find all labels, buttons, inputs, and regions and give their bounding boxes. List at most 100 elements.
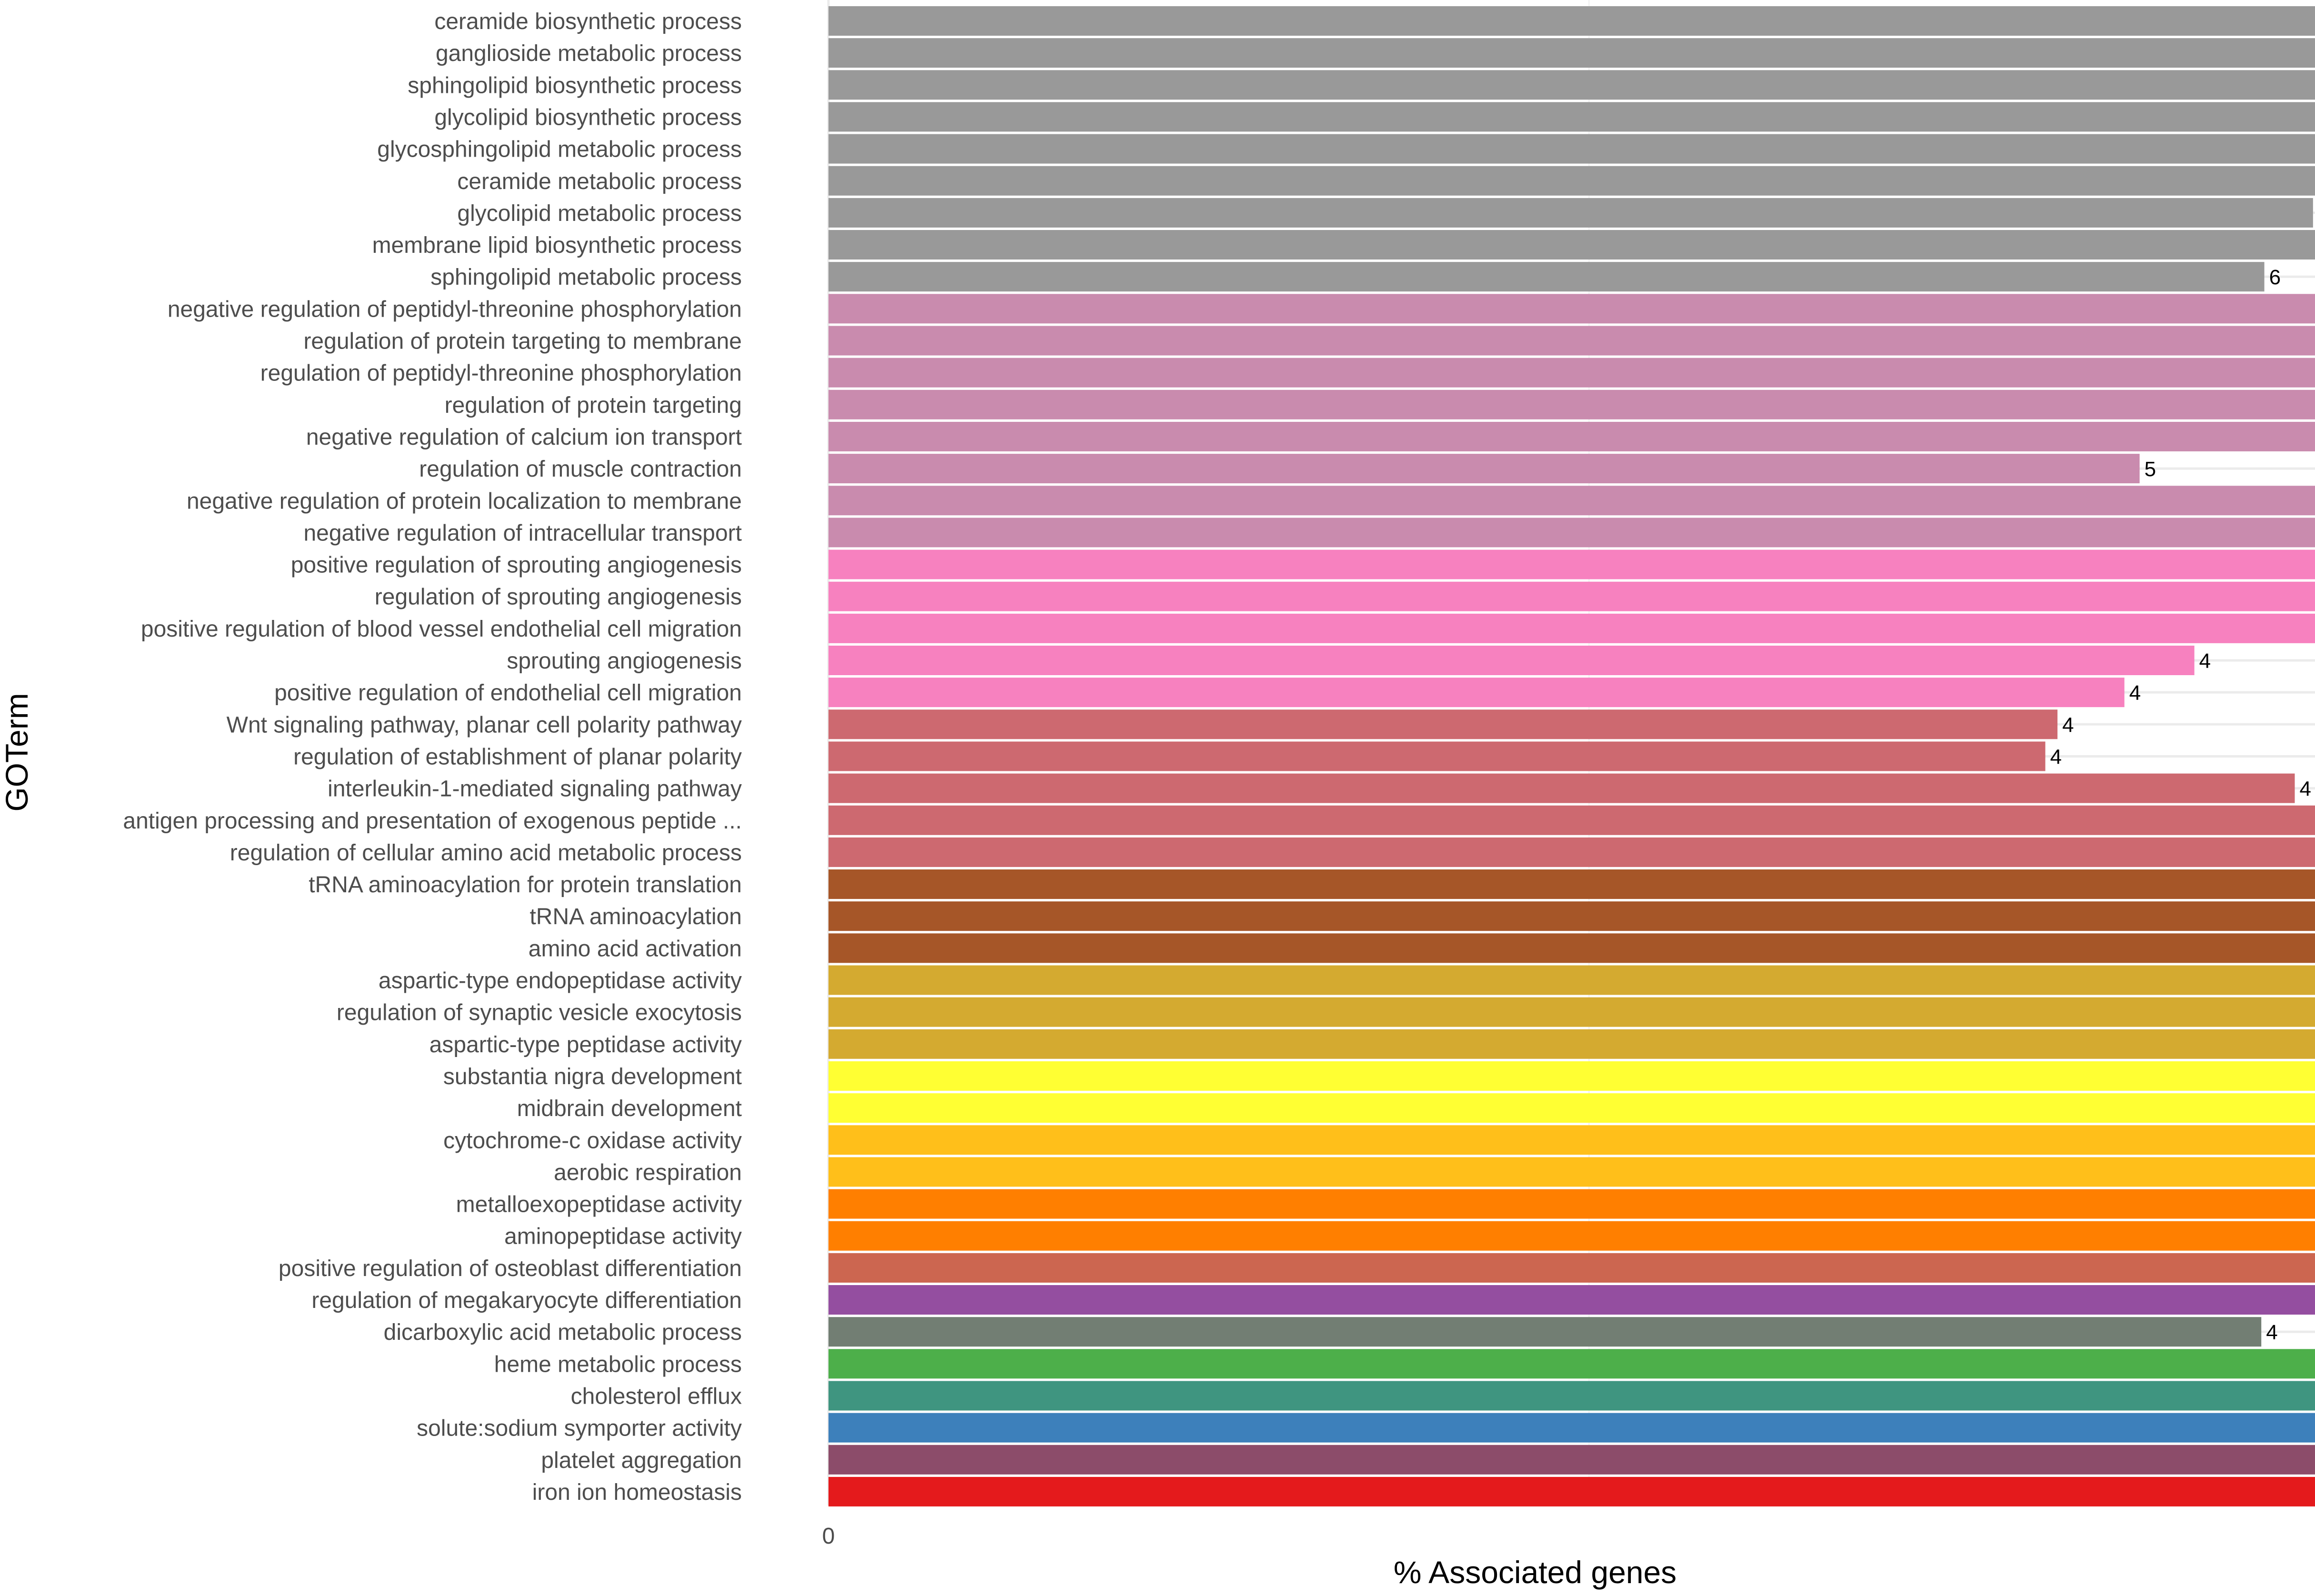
bar-count-label: 6 bbox=[2269, 266, 2281, 289]
category-label: aspartic-type endopeptidase activity bbox=[379, 968, 742, 994]
category-label: negative regulation of calcium ion trans… bbox=[306, 425, 742, 450]
category-label: positive regulation of sprouting angioge… bbox=[291, 553, 742, 578]
category-label: interleukin-1-mediated signaling pathway bbox=[328, 777, 742, 802]
category-label: regulation of cellular amino acid metabo… bbox=[230, 840, 742, 866]
y-axis-title: GOTerm bbox=[0, 693, 34, 811]
bar bbox=[828, 262, 2265, 292]
category-label: ceramide biosynthetic process bbox=[434, 9, 742, 34]
bar bbox=[828, 1157, 2315, 1187]
bars-group bbox=[828, 6, 2315, 1506]
bar bbox=[828, 102, 2315, 132]
bar bbox=[828, 869, 2315, 899]
category-label: regulation of peptidyl-threonine phospho… bbox=[260, 361, 742, 386]
x-tick-labels: 05101520 bbox=[822, 1524, 835, 1549]
category-label: regulation of synaptic vesicle exocytosi… bbox=[337, 1000, 742, 1026]
bar bbox=[828, 1029, 2315, 1059]
bar bbox=[828, 997, 2315, 1027]
bar bbox=[828, 389, 2315, 419]
bar bbox=[828, 38, 2315, 68]
category-label: negative regulation of protein localizat… bbox=[187, 489, 742, 514]
bar bbox=[828, 1253, 2315, 1283]
bar bbox=[828, 1476, 2315, 1506]
bar bbox=[828, 166, 2315, 196]
category-label: membrane lipid biosynthetic process bbox=[372, 233, 742, 258]
bar bbox=[828, 198, 2313, 228]
bar bbox=[828, 549, 2315, 579]
category-label: platelet aggregation bbox=[541, 1448, 742, 1473]
category-label: amino acid activation bbox=[529, 936, 742, 961]
category-label: regulation of protein targeting to membr… bbox=[303, 329, 742, 354]
bar bbox=[828, 1445, 2315, 1475]
category-label: glycolipid biosynthetic process bbox=[434, 105, 742, 130]
category-label: metalloexopeptidase activity bbox=[456, 1192, 742, 1217]
bar bbox=[828, 421, 2315, 451]
bar bbox=[828, 901, 2315, 931]
bar bbox=[828, 1221, 2315, 1251]
bar-count-label: 4 bbox=[2062, 713, 2074, 737]
category-label: regulation of establishment of planar po… bbox=[293, 744, 742, 769]
category-label: sphingolipid metabolic process bbox=[430, 265, 742, 290]
bar bbox=[828, 454, 2140, 484]
bar bbox=[828, 518, 2315, 548]
bar bbox=[828, 1349, 2315, 1379]
bar bbox=[828, 933, 2315, 963]
bar-count-label: 4 bbox=[2199, 649, 2211, 673]
bar bbox=[828, 837, 2315, 867]
bar bbox=[828, 1317, 2262, 1347]
category-label: solute:sodium symporter activity bbox=[417, 1416, 742, 1441]
category-label: cholesterol efflux bbox=[571, 1384, 742, 1409]
category-label: tRNA aminoacylation bbox=[529, 904, 742, 929]
bar bbox=[828, 646, 2195, 675]
bar bbox=[828, 230, 2315, 260]
bar-count-label: 4 bbox=[2266, 1321, 2277, 1344]
bar bbox=[828, 741, 2046, 771]
bar bbox=[828, 773, 2295, 803]
bar bbox=[828, 805, 2315, 835]
category-label: tRNA aminoacylation for protein translat… bbox=[309, 872, 742, 898]
category-label: glycosphingolipid metabolic process bbox=[377, 137, 742, 162]
category-label: dicarboxylic acid metabolic process bbox=[384, 1320, 742, 1345]
category-label: negative regulation of peptidyl-threonin… bbox=[168, 297, 742, 322]
category-label: positive regulation of endothelial cell … bbox=[274, 680, 742, 706]
bar bbox=[828, 358, 2315, 388]
bar bbox=[828, 1125, 2315, 1155]
bar bbox=[828, 1413, 2315, 1443]
bar bbox=[828, 134, 2315, 164]
category-labels: ceramide biosynthetic process ganglioside… bbox=[123, 9, 742, 1505]
bar-count-label: 5 bbox=[2145, 458, 2156, 481]
x-tick-label: 0 bbox=[822, 1524, 835, 1549]
value-labels: 4353354663334353434344444333333333434333… bbox=[2050, 266, 2311, 1344]
category-label: regulation of protein targeting bbox=[445, 393, 742, 418]
x-axis-title: % Associated genes bbox=[1394, 1555, 1676, 1590]
category-label: glycolipid metabolic process bbox=[457, 201, 742, 226]
category-label: regulation of sprouting angiogenesis bbox=[375, 585, 742, 610]
category-label: ceramide metabolic process bbox=[457, 169, 742, 194]
category-label: regulation of muscle contraction bbox=[419, 457, 742, 482]
category-label: regulation of megakaryocyte differentiat… bbox=[311, 1288, 742, 1313]
category-label: positive regulation of osteoblast differ… bbox=[279, 1256, 742, 1281]
category-label: ganglioside metabolic process bbox=[436, 41, 742, 66]
bar-count-label: 4 bbox=[2129, 681, 2141, 705]
bar bbox=[828, 486, 2315, 516]
bar bbox=[828, 326, 2315, 356]
bar bbox=[828, 613, 2315, 643]
category-label: Wnt signaling pathway, planar cell polar… bbox=[227, 712, 742, 738]
bar-count-label: 4 bbox=[2050, 745, 2062, 768]
category-label: midbrain development bbox=[517, 1096, 742, 1121]
bar bbox=[828, 1093, 2315, 1123]
category-label: antigen processing and presentation of e… bbox=[123, 808, 742, 834]
category-label: heme metabolic process bbox=[494, 1352, 742, 1377]
category-label: aminopeptidase activity bbox=[504, 1224, 742, 1249]
bar bbox=[828, 709, 2058, 739]
bar bbox=[828, 294, 2315, 324]
bar bbox=[828, 965, 2315, 995]
bar bbox=[828, 1061, 2315, 1091]
category-label: negative regulation of intracellular tra… bbox=[303, 520, 742, 546]
category-label: sphingolipid biosynthetic process bbox=[408, 73, 742, 98]
bar-count-label: 4 bbox=[2299, 778, 2311, 801]
bar bbox=[828, 6, 2315, 36]
category-label: substantia nigra development bbox=[443, 1064, 742, 1089]
bar bbox=[828, 678, 2125, 708]
bar bbox=[828, 1381, 2315, 1411]
bar bbox=[828, 70, 2315, 100]
